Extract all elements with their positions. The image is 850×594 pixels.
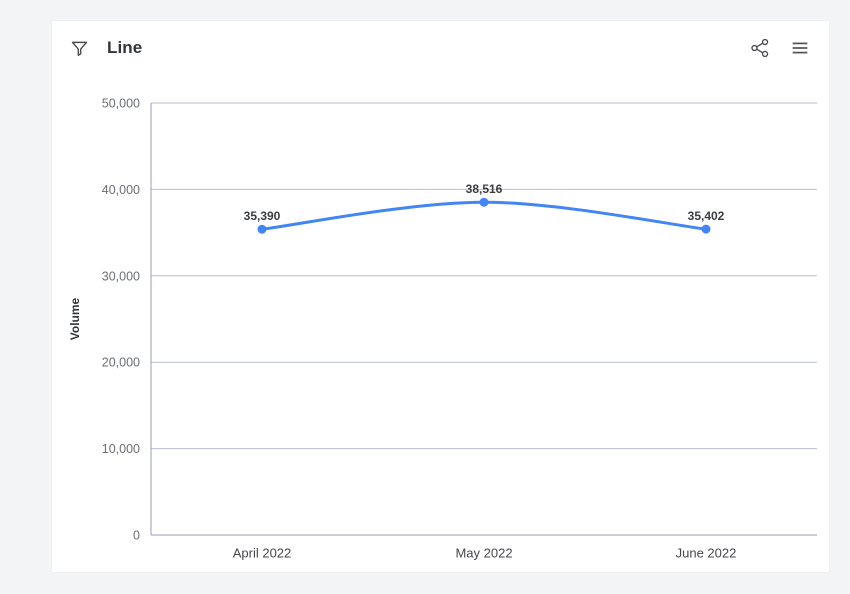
- data-point-label: 35,390: [244, 209, 281, 223]
- y-axis-title: Volume: [68, 297, 82, 340]
- share-button[interactable]: [745, 33, 775, 63]
- data-point-label: 38,516: [466, 182, 503, 196]
- x-category-label: June 2022: [676, 546, 737, 561]
- menu-icon: [792, 42, 808, 54]
- share-icon: [751, 38, 769, 58]
- x-category-label: April 2022: [233, 546, 292, 561]
- chart-header: Line: [52, 21, 829, 75]
- y-tick-label: 10,000: [102, 442, 140, 456]
- y-tick-label: 50,000: [102, 97, 140, 111]
- y-tick-label: 40,000: [102, 183, 140, 197]
- line-chart: 0 10,000 20,000 30,000 40,000 50,000 April 202…: [68, 97, 817, 561]
- filter-icon: [71, 41, 87, 56]
- data-point[interactable]: [257, 224, 267, 234]
- y-tick-label: 20,000: [102, 356, 140, 370]
- data-point-label: 35,402: [688, 209, 725, 223]
- chart-title: Line: [107, 38, 143, 57]
- x-category-label: May 2022: [455, 546, 512, 561]
- header-actions: [745, 33, 815, 63]
- data-point[interactable]: [701, 224, 711, 234]
- data-point[interactable]: [479, 197, 489, 207]
- y-tick-label: 0: [133, 529, 140, 543]
- chart-card: 0 10,000 20,000 30,000 40,000 50,000 April 202…: [52, 21, 829, 572]
- y-tick-label: 30,000: [102, 269, 140, 283]
- filter-button[interactable]: [64, 33, 94, 63]
- menu-button[interactable]: [785, 33, 815, 63]
